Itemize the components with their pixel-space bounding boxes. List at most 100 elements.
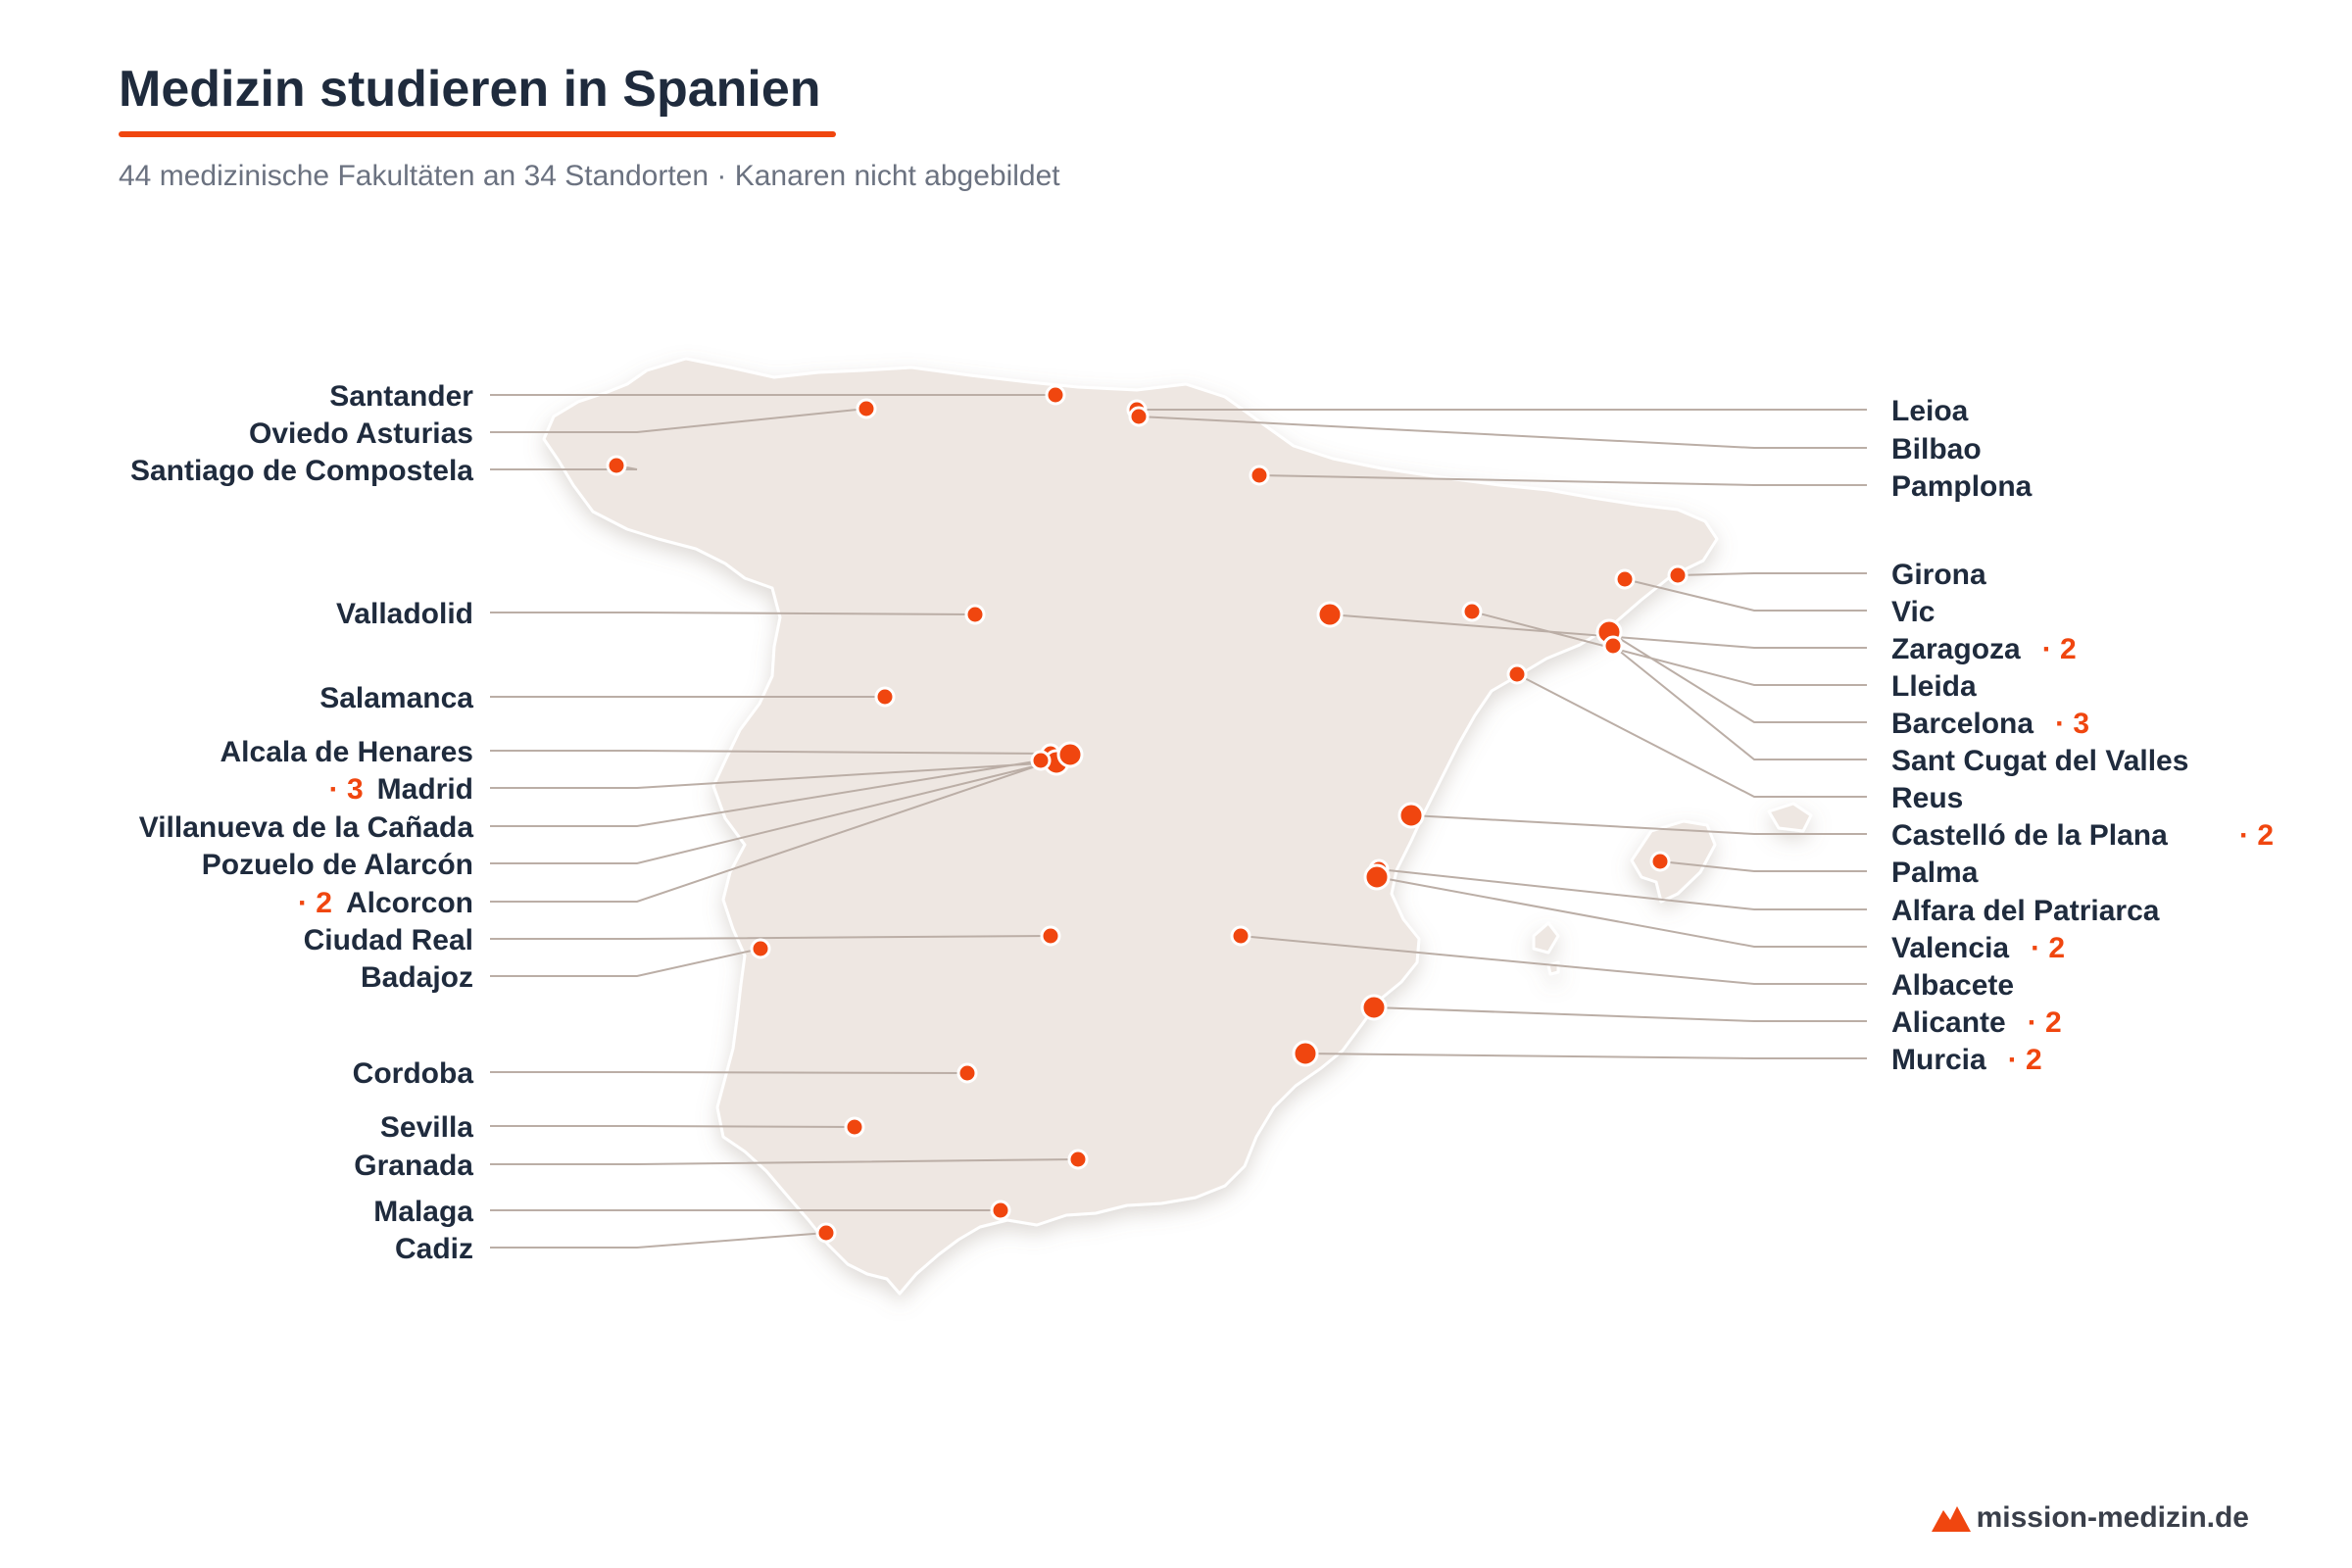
count-castello-de-la-plana: · 2 (2239, 819, 2274, 852)
brand-logo[interactable]: mission-medizin.de (1931, 1501, 2249, 1535)
leader-line-pamplona (1258, 474, 1867, 486)
leader-line-bilbao (1138, 416, 1867, 449)
location-marker-sant-cugat-del-valles[interactable] (1602, 635, 1624, 657)
location-marker-valladolid[interactable] (964, 604, 986, 625)
location-marker-zaragoza[interactable] (1316, 601, 1344, 628)
leader-line-castello-de-la-plana (1410, 814, 1867, 835)
location-marker-castello-de-la-plana[interactable] (1397, 802, 1425, 829)
label-bilbao: Bilbao (1891, 433, 1982, 466)
location-marker-salamanca[interactable] (874, 686, 896, 708)
leader-line-granada (490, 1158, 1079, 1165)
mountain-icon (1931, 1506, 1971, 1532)
label-girona: Girona (1891, 559, 1986, 591)
leader-line-alfara-del-patriarca (1378, 868, 1867, 910)
mainland-spain (542, 357, 1719, 1296)
subtitle: 44 medizinische Fakultäten an 34 Standor… (119, 160, 1060, 192)
leader-line-lleida (1471, 611, 1867, 686)
count-madrid: · 3 (329, 773, 364, 806)
label-sant-cugat-del-valles: Sant Cugat del Valles (1891, 745, 2188, 777)
leader-line-cadiz (490, 1232, 827, 1249)
count-alicante: · 2 (2028, 1006, 2062, 1039)
label-castello-de-la-plana: Castelló de la Plana (1891, 819, 2168, 852)
location-marker-pamplona[interactable] (1249, 465, 1270, 486)
count-zaragoza: · 2 (2042, 633, 2077, 665)
label-granada: Granada (354, 1150, 473, 1182)
location-marker-bilbao[interactable] (1128, 406, 1150, 427)
location-marker-santander[interactable] (1045, 384, 1066, 406)
leader-line-oviedo-asturias (490, 408, 867, 433)
label-alcala-de-henares: Alcala de Henares (220, 736, 473, 768)
label-reus: Reus (1891, 782, 1963, 814)
label-santiago-de-compostela: Santiago de Compostela (130, 455, 473, 487)
leader-line-zaragoza (1329, 613, 1867, 649)
page-title: Medizin studieren in Spanien (119, 61, 821, 118)
count-barcelona: · 3 (2055, 708, 2089, 740)
label-valencia: Valencia (1891, 932, 2009, 964)
count-valencia: · 2 (2031, 932, 2065, 964)
location-marker-valencia[interactable] (1363, 863, 1391, 891)
label-leioa: Leioa (1891, 395, 1969, 427)
label-lleida: Lleida (1891, 670, 1977, 703)
label-cordoba: Cordoba (353, 1057, 474, 1090)
location-marker-cordoba[interactable] (956, 1062, 978, 1084)
leader-line-vic (1624, 578, 1867, 612)
location-markers (606, 384, 1689, 1244)
leader-line-madrid (490, 761, 1057, 789)
label-alicante: Alicante (1891, 1006, 2006, 1039)
land-layer (542, 357, 1813, 1296)
label-oviedo-asturias: Oviedo Asturias (249, 417, 473, 450)
leader-line-villanueva-de-la-canada (490, 760, 1042, 827)
leader-line-cordoba (490, 1071, 968, 1074)
leader-line-pozuelo-de-alarcon (490, 757, 1071, 864)
label-vic: Vic (1891, 596, 1936, 628)
location-marker-alcorcon[interactable] (1056, 741, 1084, 768)
leader-line-valladolid (490, 612, 976, 615)
location-marker-villanueva-de-la-canada[interactable] (1030, 750, 1052, 771)
label-alfara-del-patriarca: Alfara del Patriarca (1891, 895, 2160, 927)
label-pozuelo-de-alarcon: Pozuelo de Alarcón (202, 849, 473, 881)
leader-line-valencia (1376, 876, 1867, 948)
label-salamanca: Salamanca (319, 682, 473, 714)
location-marker-ciudad-real[interactable] (1040, 925, 1061, 947)
label-albacete: Albacete (1891, 969, 2014, 1002)
location-marker-alicante[interactable] (1360, 994, 1388, 1021)
location-marker-palma[interactable] (1649, 851, 1671, 872)
location-marker-granada[interactable] (1067, 1149, 1089, 1170)
leader-lines (490, 394, 1867, 1249)
location-marker-girona[interactable] (1667, 564, 1689, 586)
leader-line-sant-cugat-del-valles (1612, 645, 1867, 760)
label-pamplona: Pamplona (1891, 470, 2033, 503)
location-marker-vic[interactable] (1614, 568, 1636, 590)
label-alcorcon: Alcorcon (346, 887, 473, 919)
location-marker-badajoz[interactable] (750, 938, 771, 959)
label-cadiz: Cadiz (395, 1233, 473, 1265)
label-malaga: Malaga (373, 1196, 473, 1228)
location-marker-murcia[interactable] (1292, 1040, 1319, 1067)
location-marker-cadiz[interactable] (815, 1222, 837, 1244)
location-marker-sevilla[interactable] (844, 1116, 865, 1138)
location-marker-reus[interactable] (1506, 663, 1528, 685)
count-murcia: · 2 (2008, 1044, 2042, 1076)
leader-line-murcia (1304, 1053, 1867, 1059)
leader-line-girona (1677, 572, 1867, 576)
label-palma: Palma (1891, 857, 1979, 889)
location-marker-albacete[interactable] (1230, 925, 1251, 947)
location-marker-lleida[interactable] (1461, 601, 1483, 622)
leader-line-albacete (1240, 935, 1867, 985)
brand-text: mission-medizin.de (1976, 1501, 2249, 1534)
location-marker-malaga[interactable] (990, 1200, 1011, 1221)
mallorca-island (1630, 819, 1717, 904)
label-murcia: Murcia (1891, 1044, 1986, 1076)
leader-line-badajoz (490, 948, 761, 977)
leader-line-alcorcon (490, 754, 1071, 903)
location-marker-santiago-de-compostela[interactable] (606, 455, 627, 476)
label-zaragoza: Zaragoza (1891, 633, 2021, 665)
label-ciudad-real: Ciudad Real (304, 924, 473, 956)
label-madrid: Madrid (377, 773, 473, 806)
label-badajoz: Badajoz (361, 961, 473, 994)
location-marker-oviedo-asturias[interactable] (856, 398, 877, 419)
label-valladolid: Valladolid (336, 598, 473, 630)
location-labels: Santander Oviedo Asturias Santiago de Comp… (130, 380, 2274, 1265)
leader-line-alcala-de-henares (490, 750, 1052, 755)
